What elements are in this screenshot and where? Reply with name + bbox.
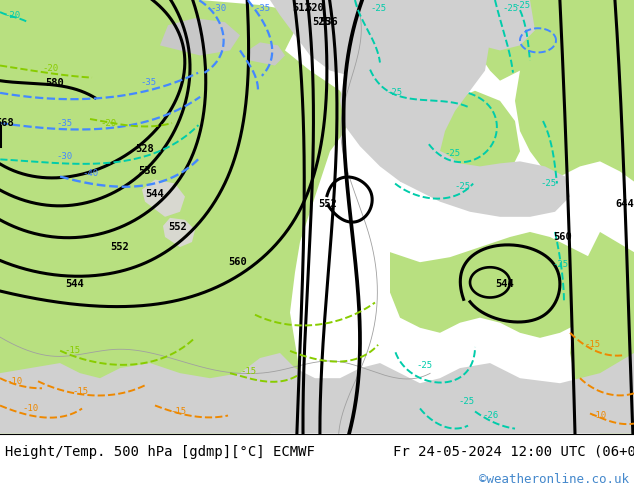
Text: -15: -15: [72, 387, 88, 396]
Polygon shape: [142, 179, 185, 217]
Text: 580: 580: [46, 78, 65, 88]
Text: 536: 536: [139, 167, 157, 176]
Polygon shape: [440, 0, 535, 50]
Polygon shape: [0, 353, 634, 434]
Text: -25: -25: [454, 182, 470, 191]
Polygon shape: [428, 91, 520, 181]
Text: 568: 568: [0, 118, 15, 128]
Text: ©weatheronline.co.uk: ©weatheronline.co.uk: [479, 473, 629, 487]
Text: 512: 512: [293, 3, 311, 13]
Text: Height/Temp. 500 hPa [gdmp][°C] ECMWF: Height/Temp. 500 hPa [gdmp][°C] ECMWF: [5, 445, 315, 459]
Polygon shape: [515, 0, 634, 181]
Text: -15: -15: [584, 341, 600, 349]
Polygon shape: [0, 0, 350, 434]
Polygon shape: [310, 0, 490, 187]
Text: 552: 552: [319, 199, 337, 209]
Text: -30: -30: [210, 3, 226, 13]
Polygon shape: [482, 252, 590, 318]
Polygon shape: [248, 42, 285, 66]
Text: 544: 544: [496, 279, 514, 290]
Text: -25: -25: [387, 88, 403, 98]
Text: -20: -20: [100, 119, 116, 127]
Text: Fr 24-05-2024 12:00 UTC (06+06): Fr 24-05-2024 12:00 UTC (06+06): [393, 445, 634, 459]
Text: -35: -35: [254, 3, 270, 13]
Text: -40: -40: [82, 169, 98, 178]
Text: 552: 552: [110, 242, 129, 252]
Polygon shape: [270, 0, 430, 75]
Text: -20: -20: [42, 64, 58, 73]
Text: -15: -15: [170, 407, 186, 416]
Text: -25: -25: [552, 260, 568, 269]
Text: 536: 536: [320, 17, 339, 27]
Polygon shape: [475, 0, 634, 81]
Text: -25: -25: [515, 0, 531, 9]
Text: -10: -10: [7, 377, 23, 386]
Text: 544: 544: [66, 279, 84, 290]
Polygon shape: [570, 232, 634, 434]
Polygon shape: [400, 146, 570, 217]
Text: -35: -35: [140, 78, 156, 87]
Text: 560: 560: [229, 257, 247, 267]
Text: -20: -20: [4, 11, 20, 20]
Text: 552: 552: [169, 222, 188, 232]
Text: -25: -25: [540, 179, 556, 188]
Text: -10: -10: [22, 404, 38, 413]
Text: 520: 520: [306, 3, 325, 13]
Polygon shape: [390, 232, 634, 338]
Text: 644: 644: [616, 199, 634, 209]
Text: 560: 560: [553, 232, 573, 242]
Polygon shape: [163, 218, 195, 247]
Text: -15: -15: [64, 346, 80, 355]
Text: -30: -30: [57, 152, 73, 161]
Text: -35: -35: [57, 119, 73, 127]
Text: -10: -10: [590, 411, 606, 420]
Text: -25: -25: [444, 149, 460, 158]
Text: 544: 544: [146, 189, 164, 198]
Text: -25: -25: [459, 397, 475, 406]
Text: 528: 528: [136, 144, 154, 154]
Text: 525: 525: [313, 17, 332, 27]
Text: -26: -26: [482, 411, 498, 420]
Text: -25: -25: [370, 3, 386, 13]
Text: -25: -25: [417, 361, 433, 369]
Polygon shape: [160, 18, 240, 55]
Text: -25: -25: [502, 3, 518, 13]
Text: -15: -15: [240, 367, 256, 376]
